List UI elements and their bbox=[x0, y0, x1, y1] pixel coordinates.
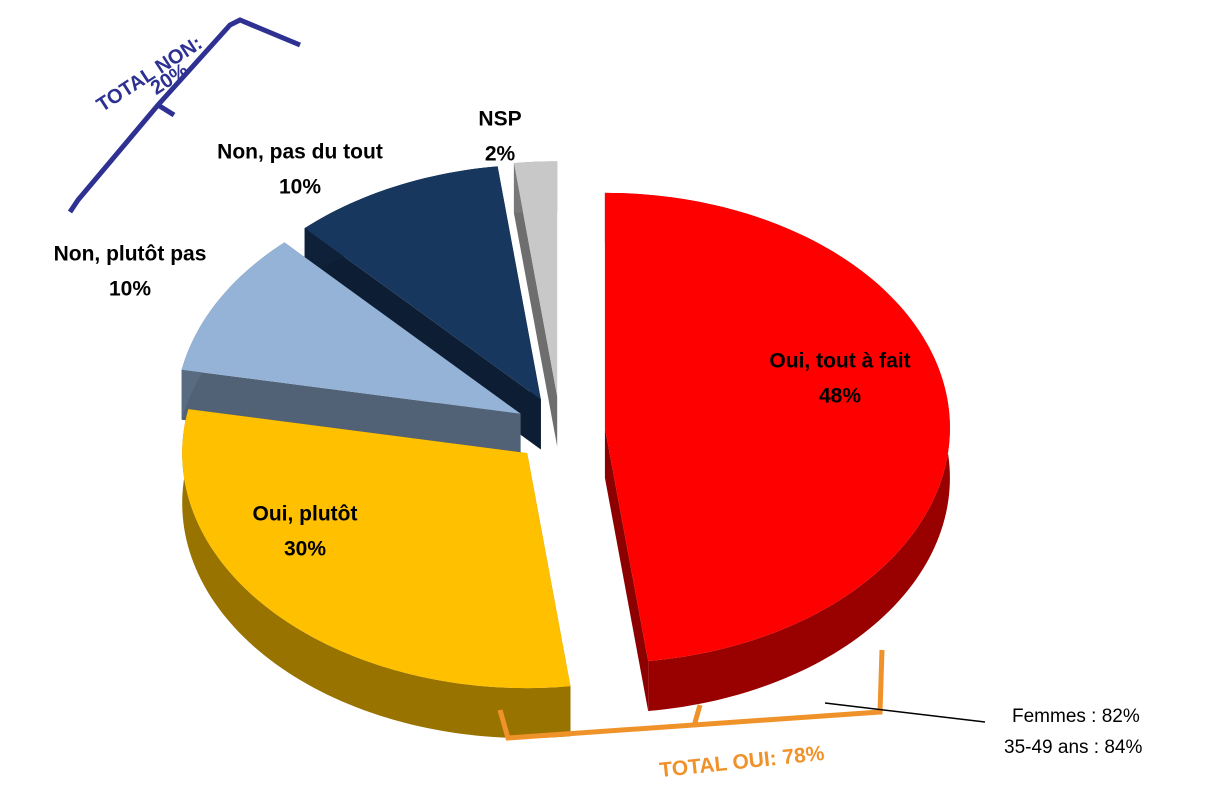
slice-label: Non, pas du tout bbox=[217, 141, 383, 164]
slice-value-label: 10% bbox=[279, 176, 321, 199]
slice-wall bbox=[181, 369, 521, 464]
slice-value-label: 48% bbox=[819, 385, 861, 408]
slice bbox=[604, 192, 950, 662]
leader-line bbox=[824, 702, 986, 723]
bracket-non bbox=[67, 17, 301, 214]
slice-label: Oui, tout à fait bbox=[769, 350, 910, 373]
slices bbox=[181, 161, 950, 739]
slice-value-label: 2% bbox=[485, 143, 516, 166]
slice-value-label: 30% bbox=[284, 538, 326, 561]
slice bbox=[304, 166, 541, 400]
slice bbox=[182, 409, 571, 689]
slice-wall bbox=[513, 163, 558, 447]
slice-label: NSP bbox=[478, 108, 521, 131]
slice-label: Non, plutôt pas bbox=[54, 243, 207, 266]
slice-side bbox=[182, 409, 571, 739]
slice bbox=[513, 161, 558, 397]
slice-wall bbox=[604, 427, 649, 712]
total-oui: TOTAL OUI: 78% bbox=[658, 742, 826, 782]
bracket-non-tick bbox=[156, 102, 176, 118]
note-age: 35-49 ans : 84% bbox=[1004, 737, 1142, 758]
slice bbox=[181, 242, 521, 414]
slice-value-label: 10% bbox=[109, 278, 151, 301]
slice-label: Oui, plutôt bbox=[253, 503, 358, 526]
bracket-oui-tick bbox=[691, 704, 703, 727]
note-femmes: Femmes : 82% bbox=[1012, 706, 1140, 727]
